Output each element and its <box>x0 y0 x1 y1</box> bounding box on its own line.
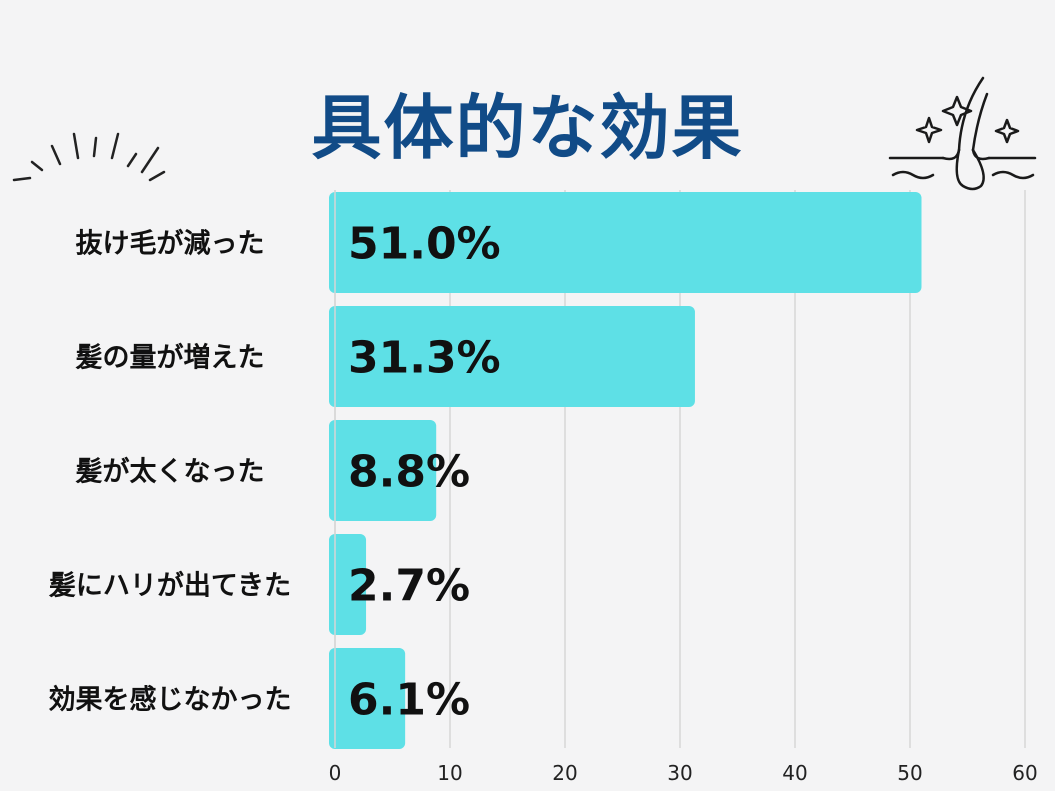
hair-follicle-sparkle-icon <box>888 76 1037 191</box>
category-label: 髪が太くなった <box>75 456 265 488</box>
data-label: 6.1% <box>348 675 470 726</box>
bar <box>329 306 695 407</box>
bar <box>329 420 437 521</box>
data-label: 31.3% <box>348 333 501 384</box>
bar <box>329 648 406 749</box>
chart-title: 具体的な効果 <box>311 87 744 169</box>
x-tick-label: 20 <box>552 761 577 785</box>
burst-lines-icon <box>12 132 166 182</box>
data-label: 2.7% <box>348 561 470 612</box>
x-tick-label: 0 <box>329 761 342 785</box>
category-label: 髪の量が増えた <box>75 342 265 374</box>
x-tick-label: 30 <box>667 761 692 785</box>
category-label: 髪にハリが出てきた <box>48 570 291 602</box>
x-tick-label: 40 <box>782 761 807 785</box>
bar <box>329 192 922 293</box>
x-tick-label: 10 <box>437 761 462 785</box>
category-label: 抜け毛が減った <box>76 228 265 260</box>
category-label: 効果を感じなかった <box>49 684 292 716</box>
x-tick-label: 50 <box>897 761 922 785</box>
data-label: 8.8% <box>348 447 470 498</box>
bar <box>329 534 367 635</box>
x-tick-label: 60 <box>1012 761 1037 785</box>
data-label: 51.0% <box>348 219 501 270</box>
